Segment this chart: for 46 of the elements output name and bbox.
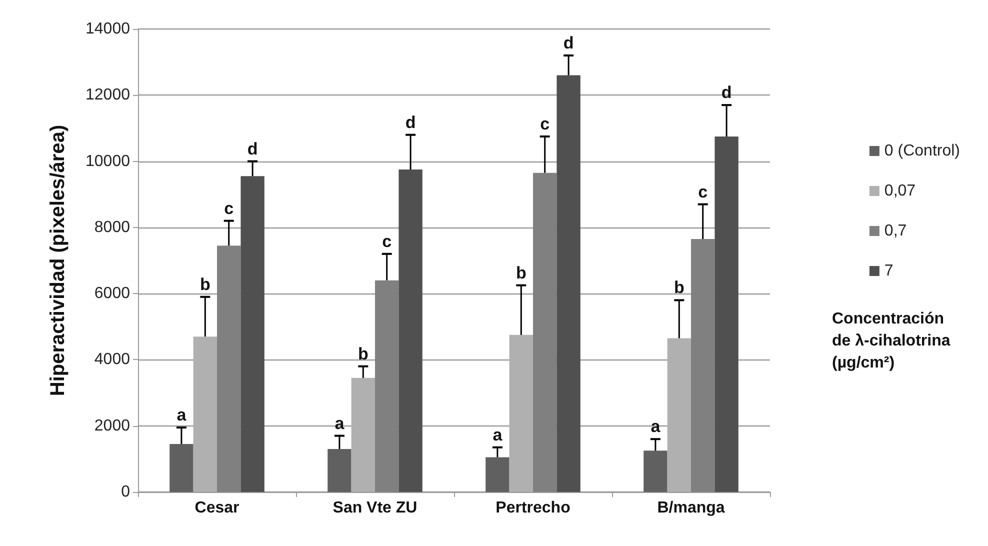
y-tick-label: 14000 (86, 20, 130, 38)
x-tick-label: Cesar (194, 500, 240, 516)
y-axis-title: Hiperactividad (pixeles/área) (47, 124, 69, 396)
annotation: b (516, 263, 526, 282)
annotation: c (698, 182, 708, 202)
annotation: a (492, 425, 503, 444)
bar (375, 280, 399, 492)
bar (691, 239, 715, 492)
bar (398, 170, 422, 492)
legend-label: 0,07 (884, 182, 916, 200)
legend-label: 7 (884, 262, 894, 280)
bar (533, 172, 557, 492)
annotation: b (674, 278, 684, 298)
annotation: b (200, 274, 210, 294)
legend-label: 0,7 (884, 222, 907, 240)
annotation: d (405, 112, 416, 132)
x-tick-label: B/manga (657, 500, 725, 516)
annotation: d (563, 33, 574, 52)
y-tick-label: 12000 (86, 86, 130, 104)
y-tick-label: 10000 (86, 152, 130, 170)
annotation: a (334, 414, 345, 433)
bar (170, 444, 194, 492)
bar (240, 176, 264, 492)
bar (486, 457, 510, 492)
annotation: c (540, 114, 550, 134)
bar (714, 136, 738, 492)
y-tick-label: 8000 (94, 218, 130, 236)
bar (328, 449, 352, 492)
y-tick-label: 6000 (94, 285, 130, 302)
y-tick-label: 0 (121, 484, 130, 500)
bar (217, 246, 241, 492)
legend-title: Concentración de λ-cihalotrina (µg/cm²) (832, 310, 955, 372)
x-tick-label: Pertrecho (496, 500, 571, 516)
annotation: d (721, 83, 732, 102)
bar (644, 450, 668, 492)
x-tick-label: San Vte ZU (332, 500, 418, 516)
annotation: c (224, 198, 234, 218)
y-tick-label: 2000 (94, 417, 130, 434)
bar (556, 75, 580, 492)
annotation: c (382, 232, 392, 251)
annotation: b (358, 344, 368, 364)
annotation: d (247, 139, 258, 158)
annotation: a (176, 406, 187, 425)
y-tick-label: 4000 (94, 351, 130, 368)
annotation: a (650, 417, 661, 436)
legend-label: 0 (Control) (884, 142, 960, 160)
